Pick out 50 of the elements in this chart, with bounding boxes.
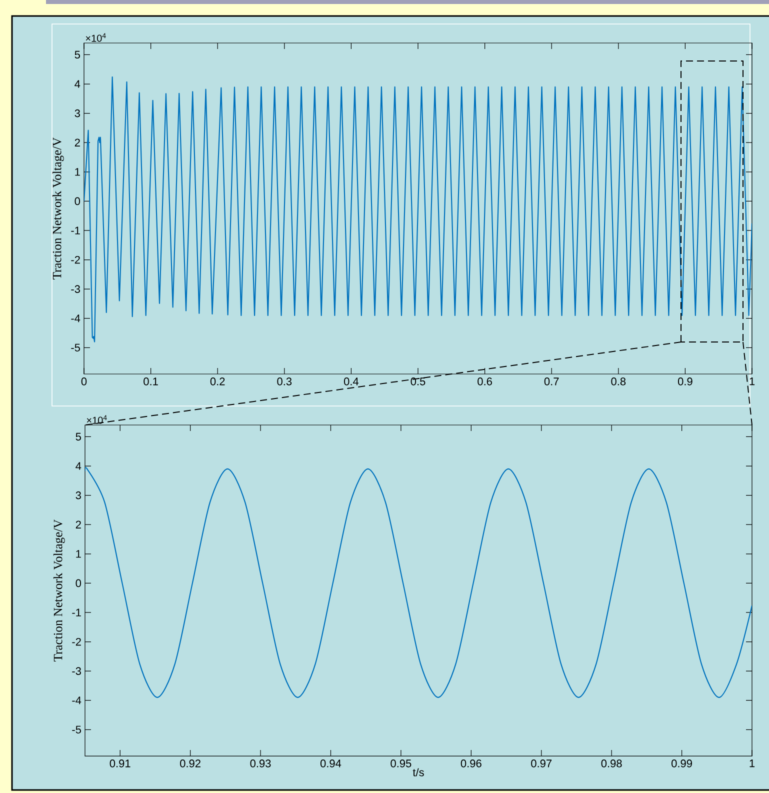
x-tick-label: 1: [750, 760, 755, 768]
y-tick-label: 1: [76, 550, 81, 558]
y-axis-title: Traction Network Voltage/V: [53, 519, 65, 662]
x-tick-label: 0: [81, 378, 87, 386]
y-tick-label: 3: [74, 109, 80, 118]
x-tick-label: 0.98: [601, 760, 622, 768]
y-tick-label: 3: [76, 491, 81, 500]
y-axis-title: Traction Network Voltage/V: [52, 137, 64, 280]
text: ×10$^{4}$: [86, 33, 106, 42]
x-tick-label: 0.97: [531, 760, 552, 768]
x-tick-label: 0.95: [390, 760, 412, 768]
y-tick-label: -2: [71, 256, 80, 264]
y-tick-label: 5: [74, 50, 80, 59]
x-tick-label: 0.8: [611, 378, 626, 386]
y-tick-label: -5: [71, 344, 80, 352]
x-tick-label: 0.96: [460, 760, 482, 768]
y-tick-label: -1: [72, 608, 81, 616]
y-tick-label: 4: [76, 462, 82, 470]
x-tick-label: 0.1: [144, 378, 158, 386]
x-tick-label: 0.94: [320, 760, 342, 768]
y-tick-label: -4: [71, 314, 80, 322]
y-tick-label: -4: [72, 696, 82, 704]
x-tick-label: 0.5: [410, 378, 426, 386]
y-tick-label: 4: [74, 80, 80, 88]
x-tick-label: 0.2: [210, 378, 225, 386]
x-tick-label: 0.93: [250, 760, 271, 768]
line-series: [84, 76, 752, 342]
x-tick-label: 0.3: [277, 378, 292, 386]
y-tick-label: -2: [72, 638, 81, 646]
x-tick-label: 0.9: [678, 378, 692, 386]
x-tick-label: 0.92: [180, 760, 200, 768]
y-tick-label: 5: [76, 432, 81, 441]
x-tick-label: 0.4: [344, 378, 359, 386]
y-tick-label: 0: [74, 197, 80, 206]
text: ×10$^{4}$: [86, 415, 107, 424]
x-tick-label: 0.7: [544, 378, 559, 386]
y-tick-label: 2: [76, 520, 81, 528]
y-tick-label: -3: [71, 285, 80, 293]
line-series: [85, 468, 752, 698]
y-tick-label: -1: [71, 226, 80, 234]
y-tick-label: 0: [76, 579, 82, 588]
x-axis-title: t/s: [412, 768, 424, 776]
x-tick-label: 0.91: [110, 760, 130, 768]
y-tick-label: 2: [74, 138, 80, 146]
y-tick-label: -3: [72, 667, 81, 675]
y-tick-label: 1: [75, 168, 80, 176]
x-tick-label: 1: [750, 378, 755, 386]
y-tick-label: -5: [72, 726, 81, 734]
x-tick-label: 0.6: [478, 378, 492, 386]
x-tick-label: 0.99: [672, 760, 692, 768]
